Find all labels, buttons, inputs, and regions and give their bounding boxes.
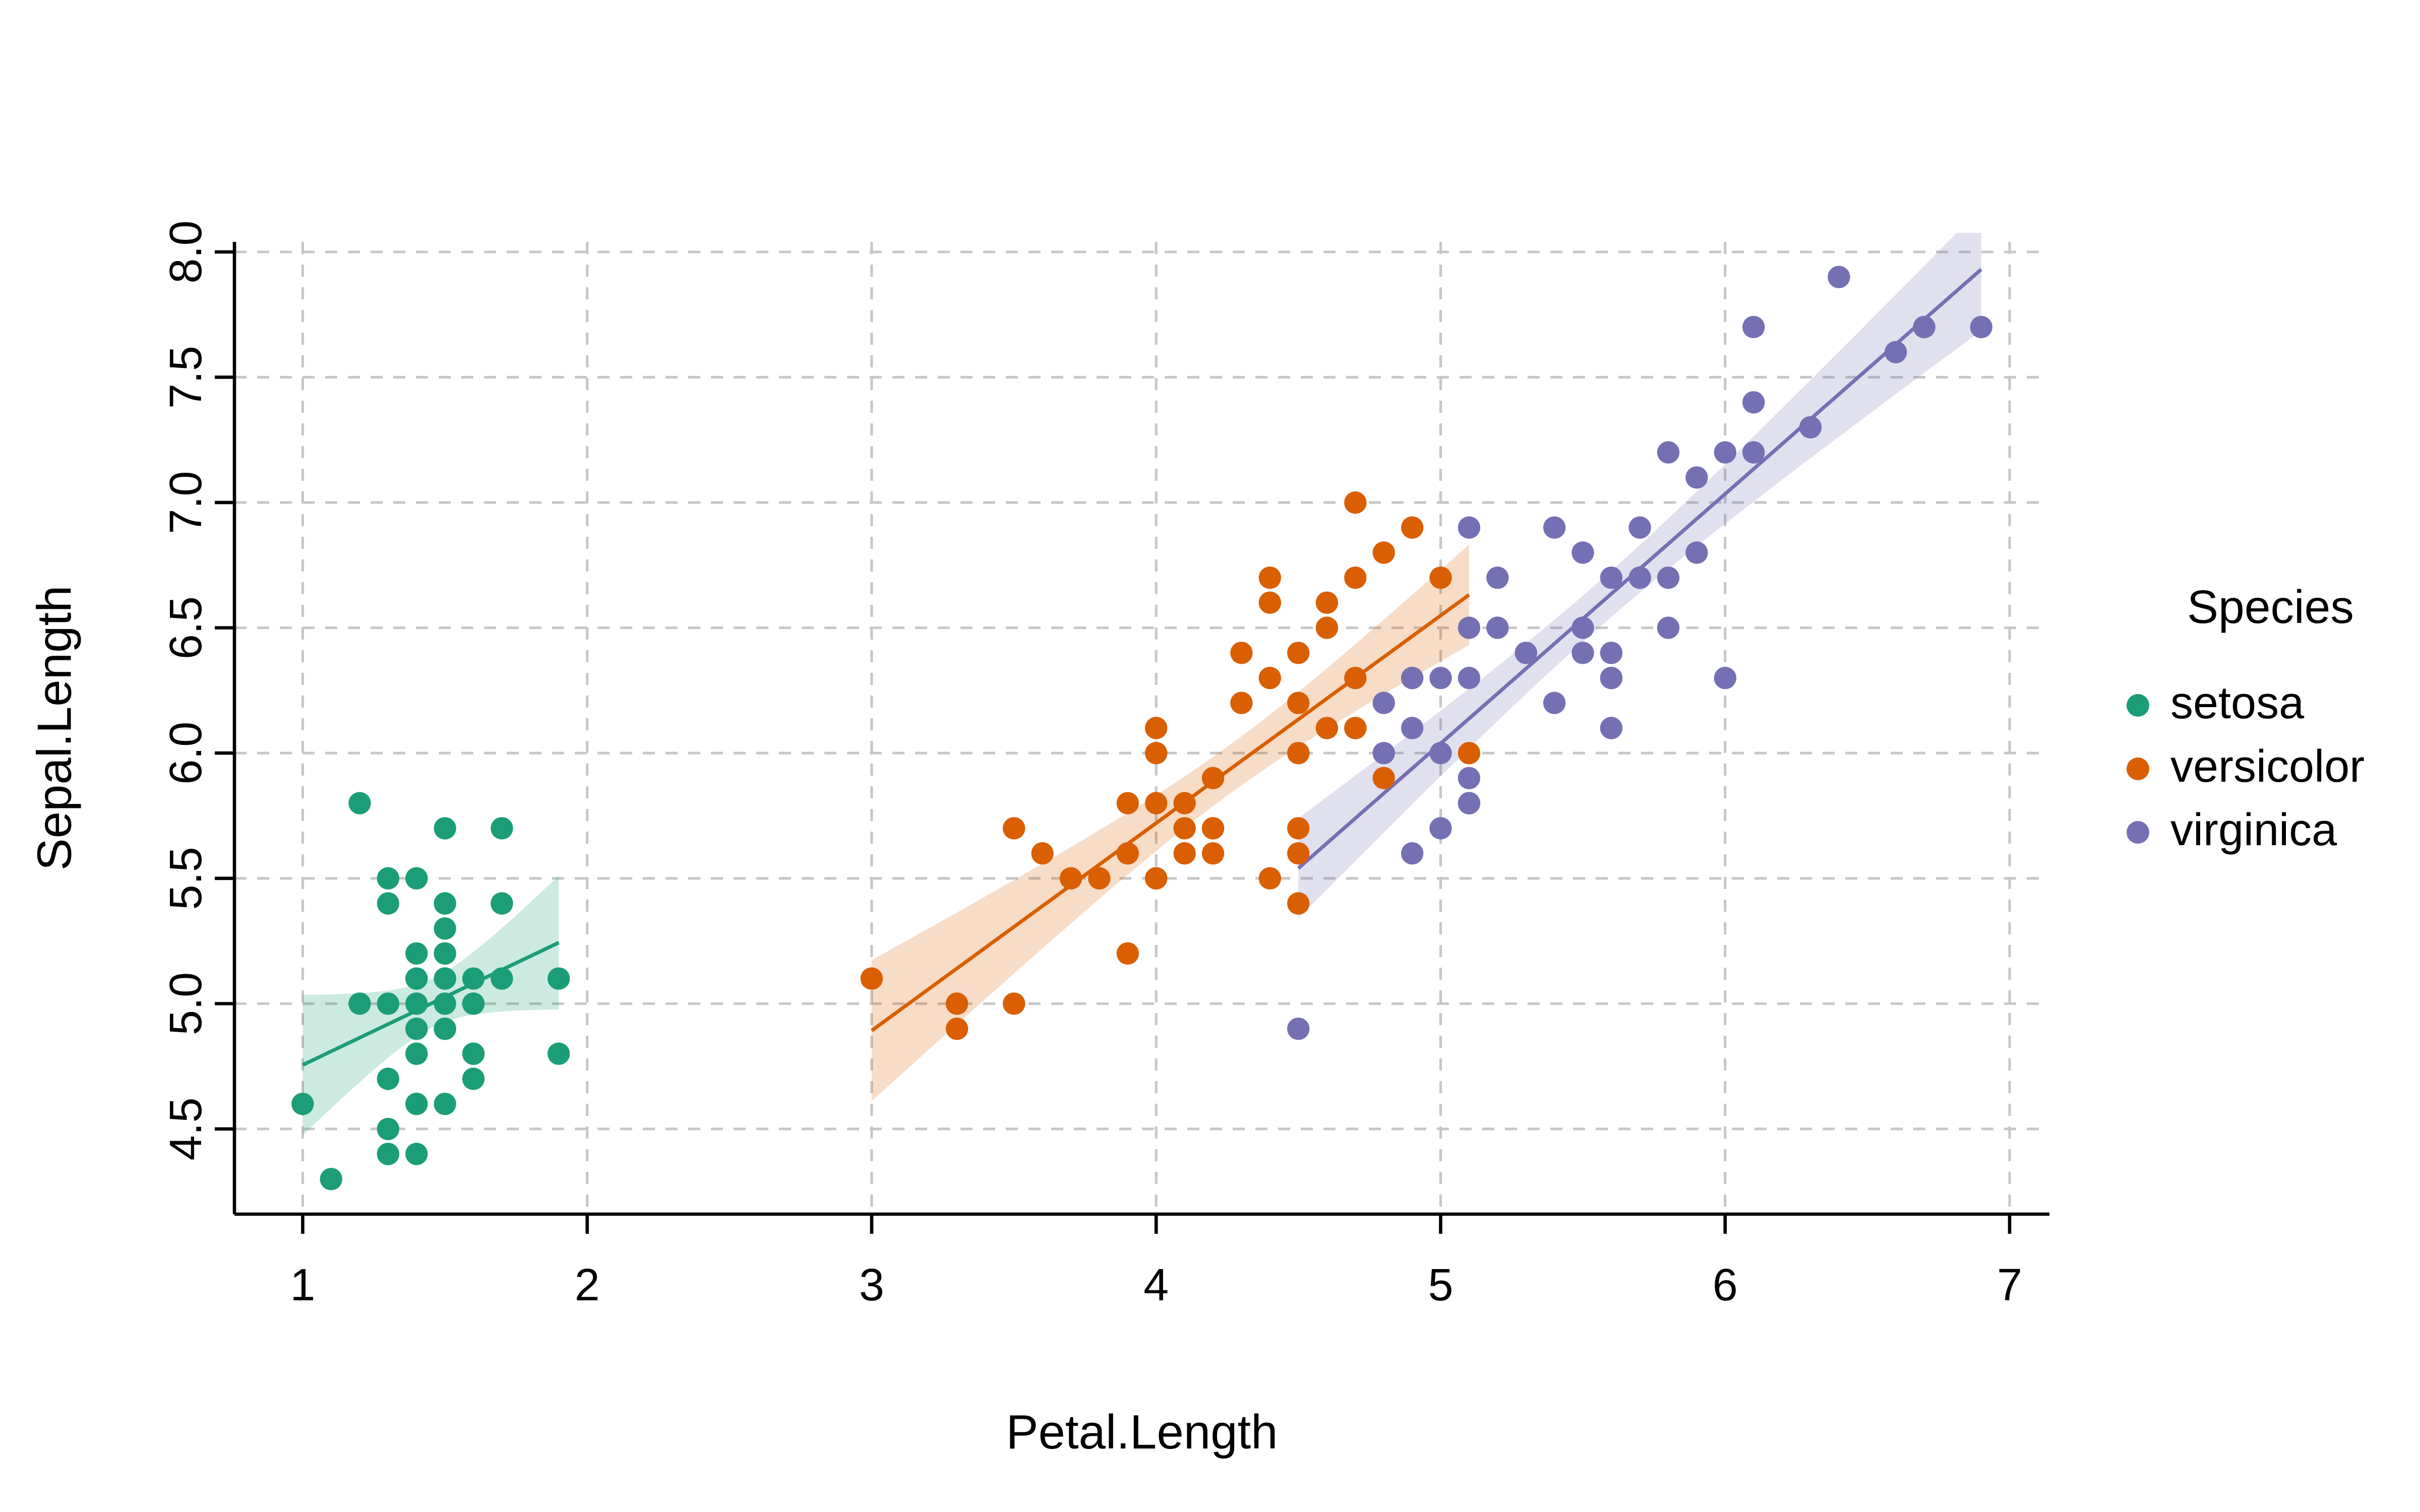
legend-dot-versicolor	[2127, 757, 2149, 780]
confidence-band-virginica	[1298, 233, 1981, 918]
x-tick-label: 3	[859, 1260, 884, 1310]
y-axis-title: Sepal.Length	[28, 586, 82, 871]
tick-labels: 1 2 3 4 5 6 7 4.5 5.0 5.5 6.0 6.5 7.0 7.5 8.0	[161, 220, 2022, 1310]
legend-item-setosa: setosa	[2127, 677, 2365, 732]
x-tick-label: 7	[1997, 1260, 2022, 1310]
y-tick-label: 7.0	[161, 471, 211, 534]
x-tick-label: 6	[1713, 1260, 1738, 1310]
legend-item-virginica: virginica	[2127, 804, 2365, 859]
points-versicolor	[860, 491, 1481, 1040]
points-virginica	[1287, 266, 1992, 1040]
y-tick-label: 7.5	[161, 346, 211, 409]
trend-line-versicolor	[870, 593, 1471, 1032]
legend-dot-virginica	[2127, 820, 2149, 843]
x-tick-label: 1	[290, 1260, 315, 1310]
y-tick-label: 5.5	[161, 847, 211, 910]
axes	[215, 242, 2049, 1234]
x-tick-label: 2	[575, 1260, 600, 1310]
legend-title: Species	[2187, 581, 2354, 634]
y-tick-label: 5.0	[161, 972, 211, 1035]
legend-label-setosa: setosa	[2170, 679, 2305, 729]
legend-dot-setosa	[2127, 693, 2149, 716]
y-tick-label: 8.0	[161, 220, 211, 283]
y-tick-label: 6.5	[161, 596, 211, 659]
points-setosa	[291, 792, 570, 1190]
x-tick-label: 5	[1428, 1260, 1453, 1310]
legend-label-virginica: virginica	[2170, 806, 2337, 856]
legend-item-versicolor: versicolor	[2127, 741, 2365, 795]
legend-label-versicolor: versicolor	[2170, 742, 2365, 792]
x-tick-label: 4	[1143, 1260, 1169, 1310]
trend-line-setosa	[301, 941, 560, 1067]
x-axis-title: Petal.Length	[1006, 1405, 1278, 1459]
confidence-band-versicolor	[871, 544, 1469, 1101]
legend: Species setosa versicolor virginica	[2127, 581, 2365, 868]
y-tick-label: 4.5	[161, 1097, 211, 1160]
grid	[234, 242, 2049, 1214]
y-tick-label: 6.0	[161, 722, 211, 785]
